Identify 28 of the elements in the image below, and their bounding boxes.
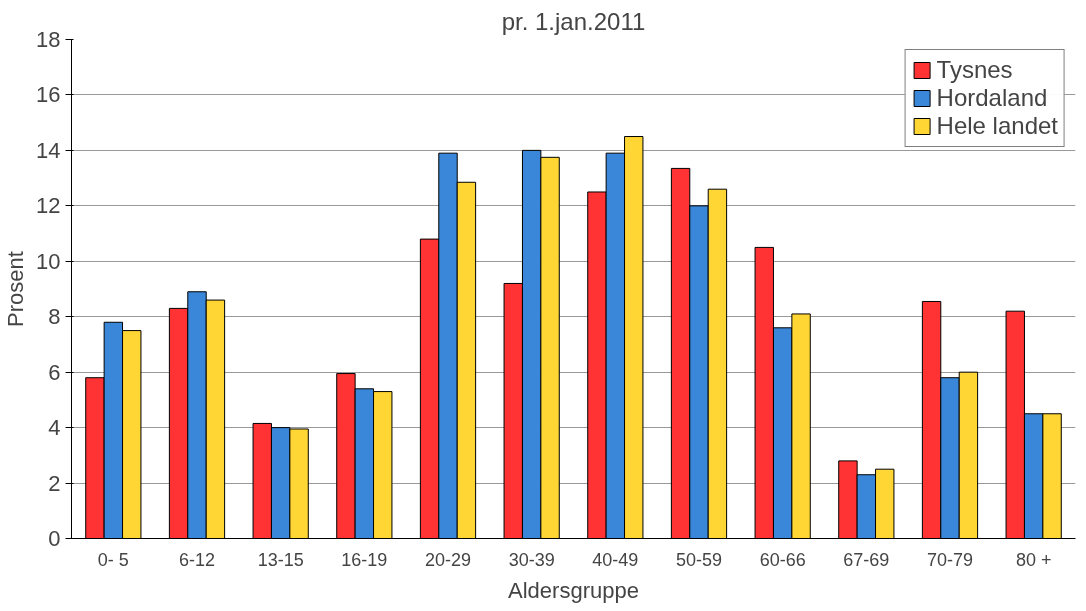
- x-tick-label: 20-29: [424, 549, 472, 570]
- y-tick-label: 8: [48, 304, 61, 330]
- legend-label: Hele landet: [936, 112, 1058, 140]
- y-tick-label: 18: [36, 27, 61, 52]
- x-tick-label: 0- 5: [97, 549, 129, 570]
- x-tick-label: 70-79: [926, 549, 974, 570]
- y-tick-label: 0: [48, 526, 61, 551]
- legend-label: Hordaland: [936, 84, 1048, 112]
- x-axis-title: Aldersgruppe: [508, 577, 639, 603]
- y-tick-label: 16: [36, 82, 61, 108]
- x-tick-label: 13-15: [257, 549, 304, 570]
- x-tick-label: 67-69: [843, 549, 890, 570]
- legend-label: Tysnes: [936, 56, 1013, 84]
- y-tick-label: 12: [36, 193, 61, 219]
- x-tick-label: 50-59: [675, 549, 723, 570]
- x-tick-label: 80 +: [1015, 549, 1052, 570]
- y-tick-label: 2: [48, 470, 61, 496]
- x-tick-label: 30-39: [508, 549, 555, 570]
- x-tick-label: 40-49: [592, 549, 639, 570]
- chart-title: pr. 1.jan.2011: [501, 7, 646, 35]
- y-tick-label: 14: [36, 137, 61, 163]
- y-tick-label: 6: [48, 359, 61, 385]
- y-tick-label: 4: [48, 415, 61, 441]
- y-tick-label: 10: [36, 248, 61, 274]
- x-tick-label: 6-12: [178, 549, 216, 570]
- x-tick-label: 16-19: [341, 549, 388, 570]
- y-axis-title: Prosent: [3, 251, 29, 327]
- x-tick-label: 60-66: [759, 549, 806, 570]
